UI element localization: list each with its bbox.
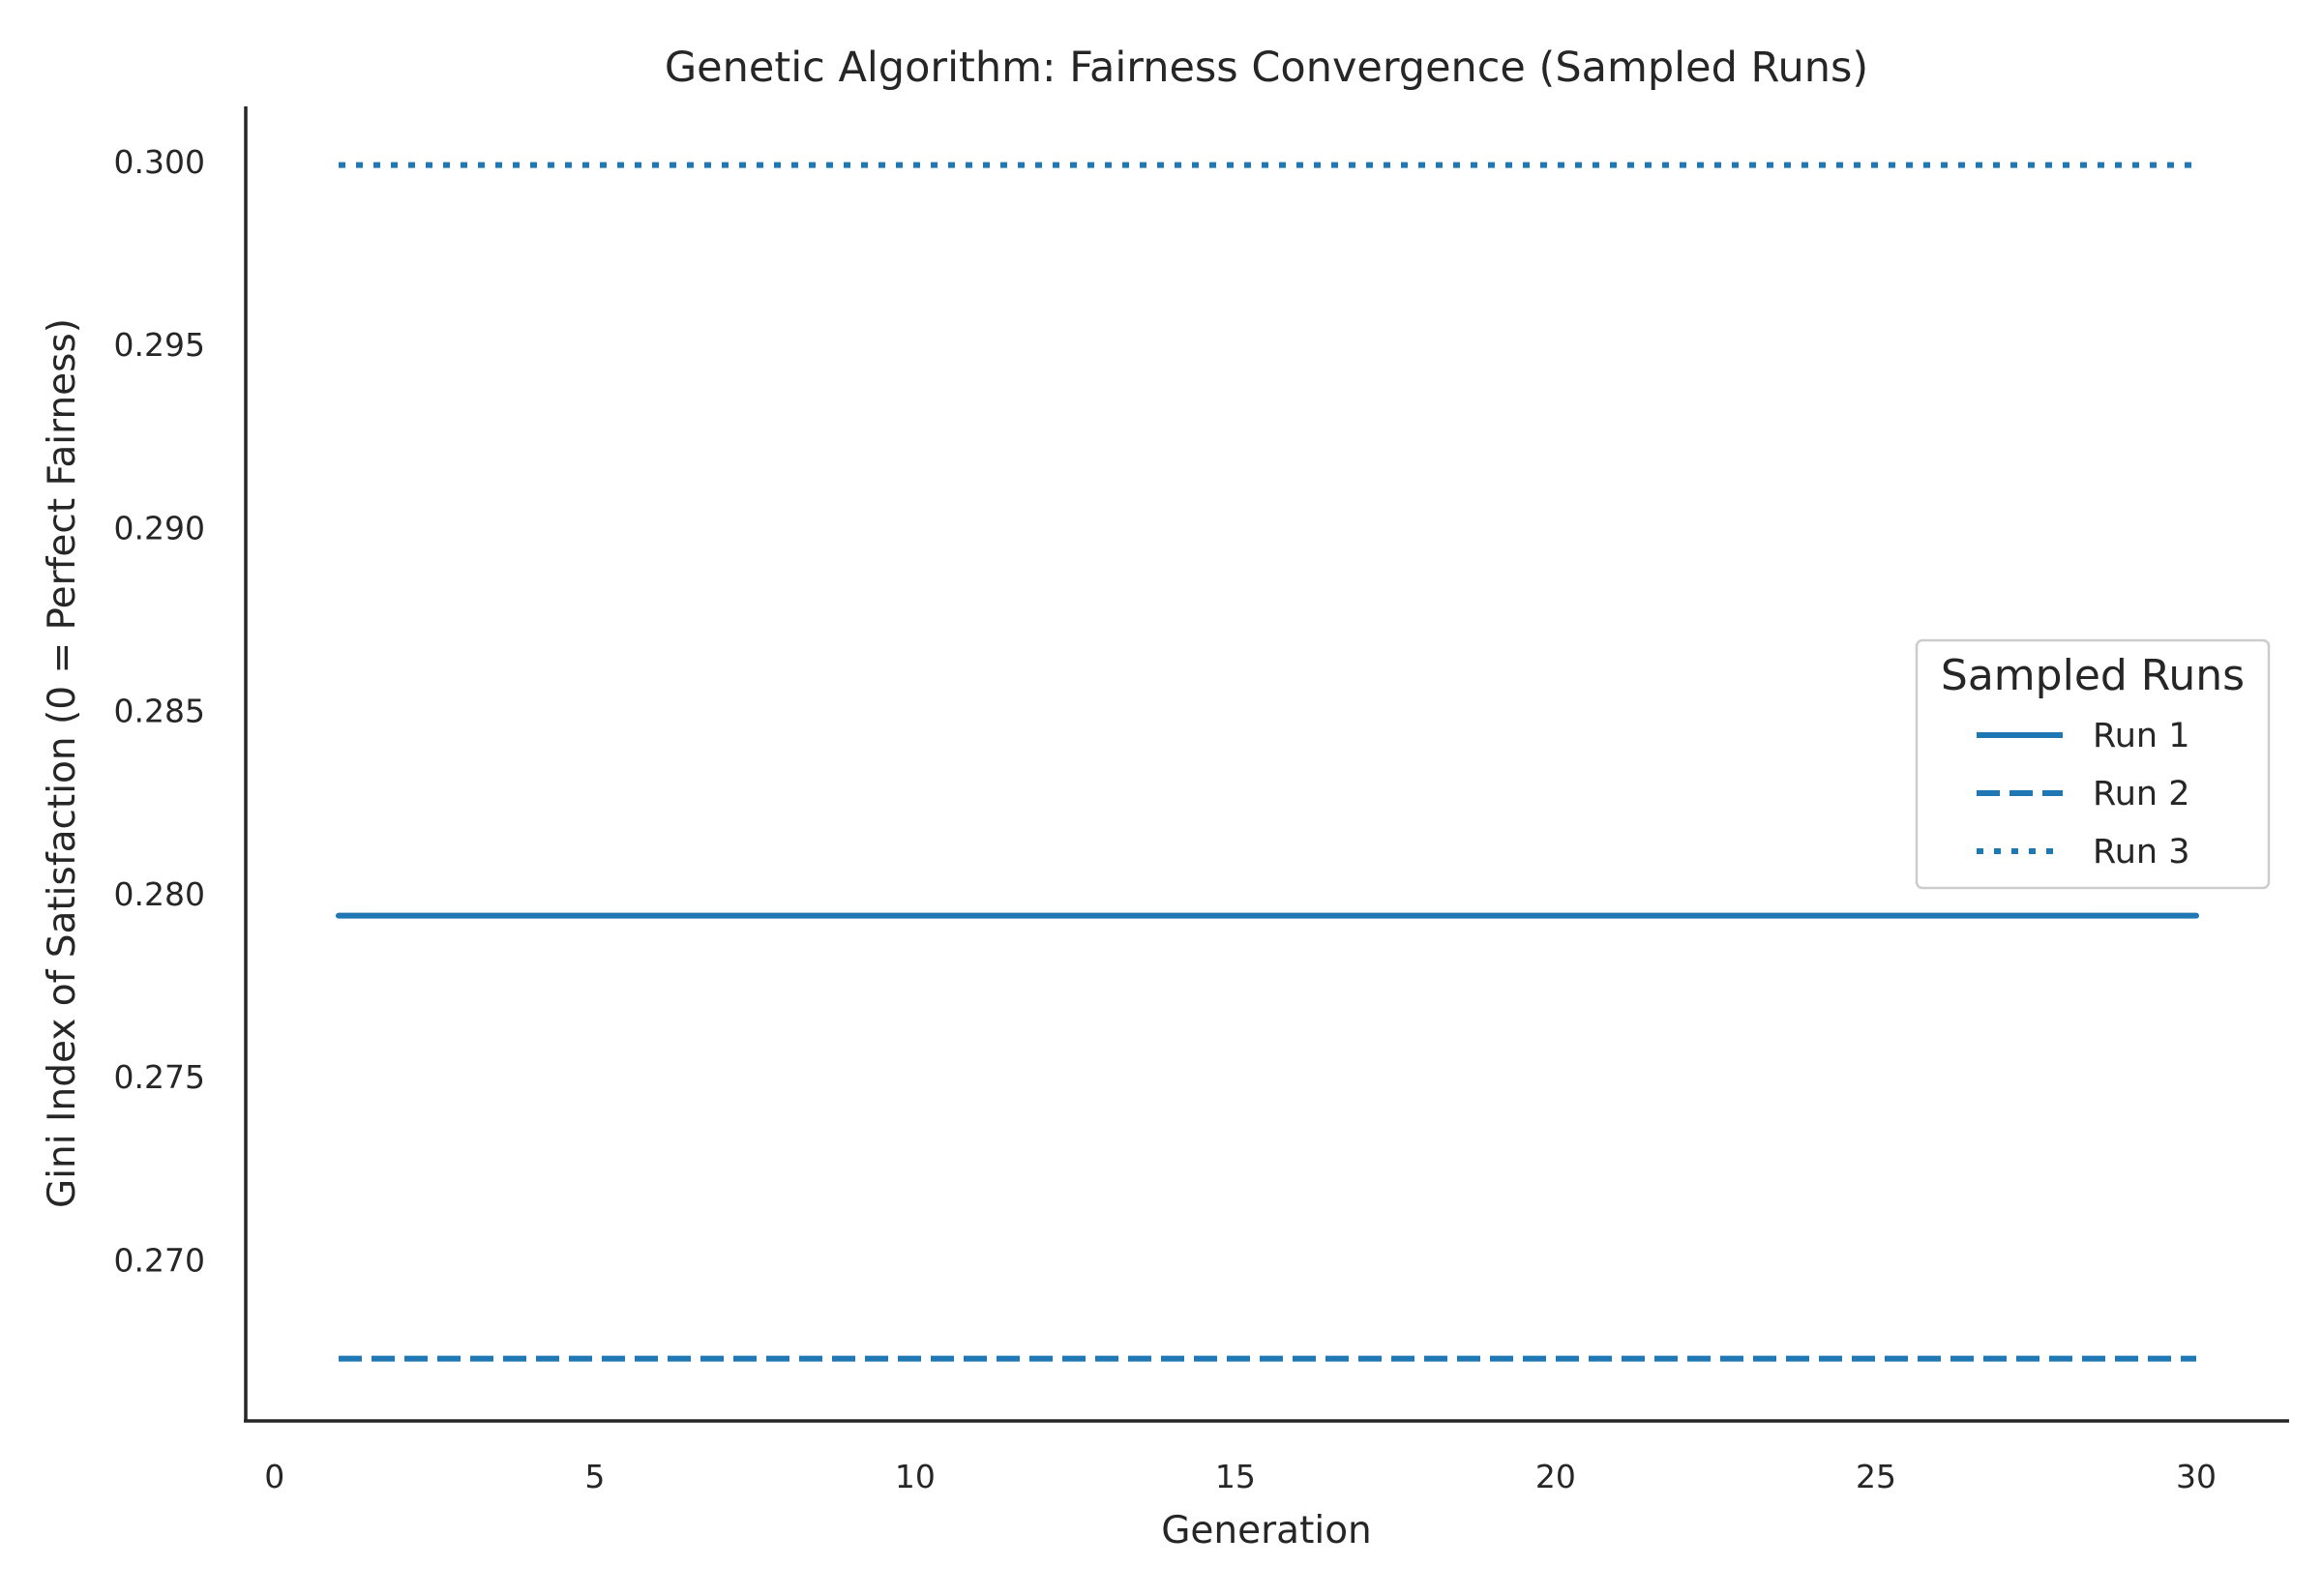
x-tick-label: 25 bbox=[1856, 1458, 1896, 1495]
legend-label-run-2: Run 2 bbox=[2093, 775, 2190, 813]
legend-title: Sampled Runs bbox=[1941, 651, 2245, 700]
x-tick-label: 20 bbox=[1535, 1458, 1576, 1495]
legend-frame bbox=[1915, 638, 2271, 890]
y-tick-label: 0.285 bbox=[114, 693, 205, 730]
y-axis-ticks: 0.270 0.275 0.280 0.285 0.290 0.295 0.300 bbox=[114, 143, 205, 1280]
y-tick-label: 0.290 bbox=[114, 509, 205, 547]
x-axis-title: Generation bbox=[1161, 1509, 1372, 1552]
x-tick-label: 15 bbox=[1215, 1458, 1256, 1495]
y-axis-title: Gini Index of Satisfaction (0 = Perfect … bbox=[41, 318, 84, 1208]
y-tick-label: 0.300 bbox=[114, 143, 205, 181]
legend-entries: Run 1 Run 2 Run 3 bbox=[1977, 717, 2190, 872]
series-layer bbox=[336, 162, 2199, 1362]
legend-label-run-1: Run 1 bbox=[2093, 717, 2190, 755]
y-tick-label: 0.275 bbox=[114, 1058, 205, 1096]
legend-label-run-3: Run 3 bbox=[2093, 833, 2190, 872]
y-tick-label: 0.270 bbox=[114, 1241, 205, 1279]
chart-title: Genetic Algorithm: Fairness Convergence … bbox=[665, 44, 1868, 92]
x-tick-label: 5 bbox=[584, 1458, 605, 1495]
y-tick-label: 0.280 bbox=[114, 875, 205, 913]
y-tick-label: 0.295 bbox=[114, 326, 205, 364]
x-tick-label: 10 bbox=[895, 1458, 936, 1495]
x-tick-label: 30 bbox=[2176, 1458, 2217, 1495]
x-axis-ticks: 0 5 10 15 20 25 30 bbox=[264, 1458, 2217, 1495]
legend: Sampled Runs Run 1 Run 2 Run 3 bbox=[1915, 638, 2271, 890]
x-tick-label: 0 bbox=[264, 1458, 284, 1495]
